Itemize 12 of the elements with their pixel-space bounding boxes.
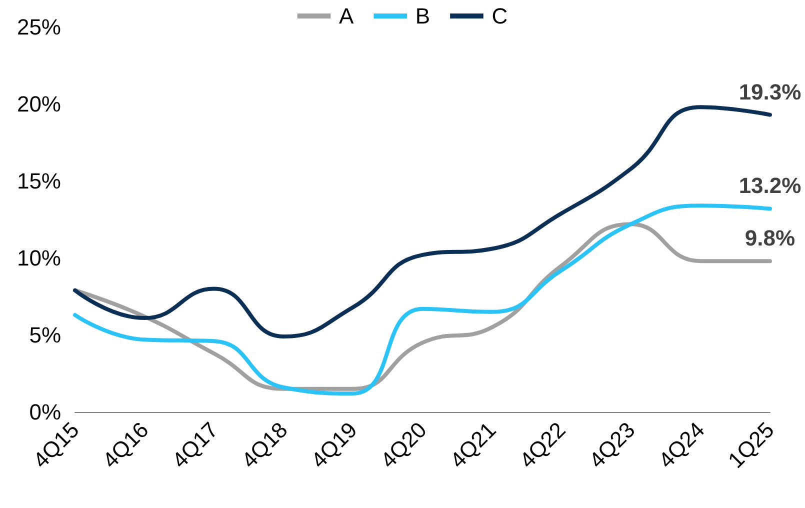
y-tick-label: 5% [29, 322, 61, 348]
data-label: 13.2% [738, 173, 802, 198]
y-tick-label: 25% [16, 14, 61, 40]
y-tick-label: 10% [16, 246, 61, 270]
data-label: 9.8% [744, 226, 796, 251]
legend-label: A [339, 4, 354, 28]
legend-label: C [492, 4, 508, 28]
y-tick-label: 15% [16, 168, 61, 194]
y-tick-label: 0% [29, 400, 61, 424]
y-tick-label: 20% [16, 92, 61, 116]
legend-label: B [415, 4, 430, 28]
data-label: 19.3% [738, 79, 802, 104]
